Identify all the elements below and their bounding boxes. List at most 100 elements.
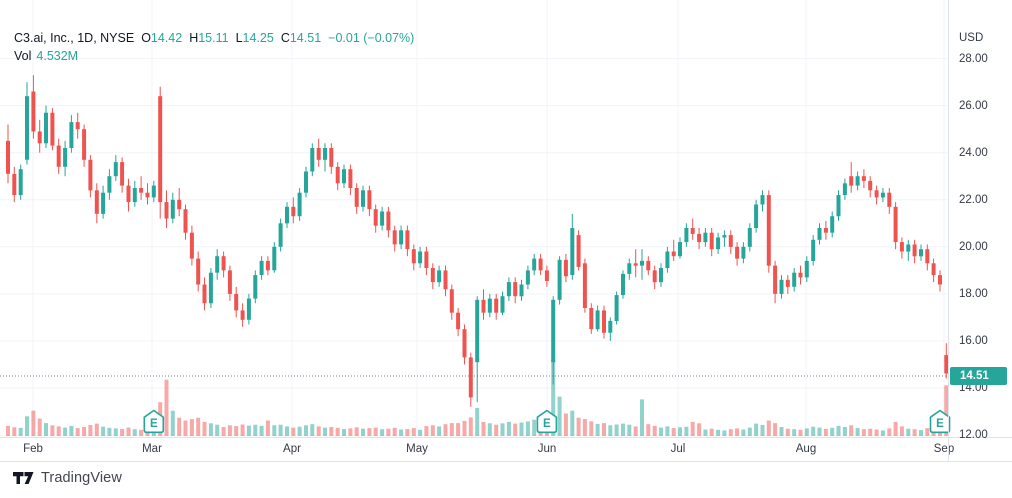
candle-body bbox=[544, 270, 549, 281]
earnings-marker[interactable]: E bbox=[143, 409, 165, 434]
volume-bar bbox=[88, 425, 93, 436]
volume-bar bbox=[37, 418, 42, 436]
candle-body bbox=[380, 211, 385, 226]
volume-bar bbox=[487, 423, 492, 436]
volume-bar bbox=[63, 427, 68, 436]
earnings-badge-shape bbox=[536, 409, 558, 434]
volume-bar bbox=[659, 427, 663, 436]
candle-body bbox=[468, 357, 473, 398]
candle-body bbox=[823, 228, 828, 233]
candle-body bbox=[741, 246, 746, 259]
volume-bar bbox=[462, 420, 467, 436]
volume-bar bbox=[823, 429, 828, 436]
month-label: Aug bbox=[795, 443, 817, 455]
candle-body bbox=[310, 148, 315, 172]
volume-bar bbox=[925, 428, 930, 436]
brand[interactable]: TradingView bbox=[13, 470, 122, 486]
candle-body bbox=[836, 195, 841, 217]
volume-bar bbox=[602, 423, 606, 436]
candle-body bbox=[938, 275, 942, 285]
candle-body bbox=[443, 270, 448, 290]
volume-bar bbox=[804, 428, 809, 436]
candle-body bbox=[335, 166, 340, 184]
month-label: May bbox=[406, 443, 428, 455]
candle-body bbox=[227, 270, 232, 294]
volume-bar bbox=[373, 427, 378, 436]
volume-bar bbox=[297, 426, 302, 436]
volume-bar bbox=[722, 430, 727, 436]
candle-body bbox=[659, 268, 663, 283]
volume-bar bbox=[652, 425, 657, 436]
candle-body bbox=[107, 176, 112, 193]
volume-bar bbox=[551, 360, 556, 436]
candle-body bbox=[614, 295, 619, 321]
volume-bar bbox=[259, 425, 264, 436]
volume-bar bbox=[361, 428, 365, 436]
price-tick: 26.00 bbox=[959, 100, 988, 112]
volume-bar bbox=[690, 421, 695, 436]
brand-name: TradingView bbox=[41, 470, 122, 486]
volume-bar bbox=[684, 426, 689, 436]
candle-body bbox=[177, 199, 182, 210]
volume-bar bbox=[234, 426, 239, 436]
candle-body bbox=[627, 263, 632, 274]
earnings-badge-letter: E bbox=[150, 418, 158, 430]
candle-body bbox=[170, 199, 175, 219]
candle-body bbox=[811, 239, 816, 261]
candle-body bbox=[63, 148, 68, 167]
volume-bar bbox=[31, 410, 36, 436]
volume-bar bbox=[443, 424, 448, 436]
time-axis[interactable]: Feb Mar Apr May Jun Jul Aug Sep bbox=[0, 437, 1012, 462]
candle-body bbox=[430, 268, 435, 283]
volume-bar bbox=[608, 425, 613, 436]
candle-body bbox=[183, 209, 188, 233]
volume-bar bbox=[678, 427, 682, 436]
price-tick: 16.00 bbox=[959, 335, 988, 347]
earnings-badge-shape bbox=[143, 409, 165, 434]
volume-bar bbox=[671, 428, 676, 436]
candle-body bbox=[804, 260, 809, 278]
volume-bar bbox=[576, 417, 581, 436]
candle-body bbox=[773, 265, 778, 294]
volume-bar bbox=[868, 428, 873, 436]
volume-bar bbox=[874, 429, 879, 436]
volume-bar bbox=[329, 427, 334, 436]
volume-bar bbox=[126, 427, 131, 436]
volume-row: Vol 4.532M bbox=[14, 47, 414, 65]
currency-label: USD bbox=[959, 32, 984, 44]
candle-body bbox=[678, 242, 682, 257]
earnings-badge-letter: E bbox=[543, 418, 551, 430]
volume-bar bbox=[582, 419, 587, 436]
candle-body bbox=[500, 296, 505, 313]
candle-body bbox=[830, 216, 835, 233]
candle-body bbox=[494, 298, 499, 313]
candle-body bbox=[291, 206, 296, 217]
volume-bar bbox=[621, 423, 625, 436]
candle-body bbox=[557, 259, 562, 300]
volume-bar bbox=[354, 427, 359, 436]
volume-bar bbox=[798, 429, 803, 436]
candle-body bbox=[304, 171, 308, 193]
candle-body bbox=[849, 176, 854, 186]
candle-body bbox=[411, 249, 416, 264]
open-value: 14.42 bbox=[150, 31, 183, 45]
volume-bar bbox=[44, 423, 48, 436]
candle-body bbox=[329, 148, 334, 167]
volume-bar bbox=[189, 419, 194, 436]
price-axis[interactable]: USD 28.00 26.00 24.00 22.00 20.00 18.00 16.00 1… bbox=[948, 0, 1012, 462]
candle-body bbox=[342, 169, 346, 184]
earnings-marker[interactable]: E bbox=[536, 409, 558, 434]
candle-body bbox=[697, 233, 702, 243]
candle-body bbox=[101, 192, 106, 214]
volume-bar bbox=[196, 417, 201, 436]
volume-bar bbox=[646, 424, 651, 436]
volume-bar bbox=[456, 423, 461, 436]
volume-bar bbox=[120, 429, 125, 436]
volume-bar bbox=[310, 424, 315, 436]
candle-body bbox=[240, 310, 245, 320]
earnings-marker[interactable]: E bbox=[929, 409, 951, 434]
volume-bar bbox=[342, 429, 346, 436]
volume-bar bbox=[919, 430, 923, 436]
